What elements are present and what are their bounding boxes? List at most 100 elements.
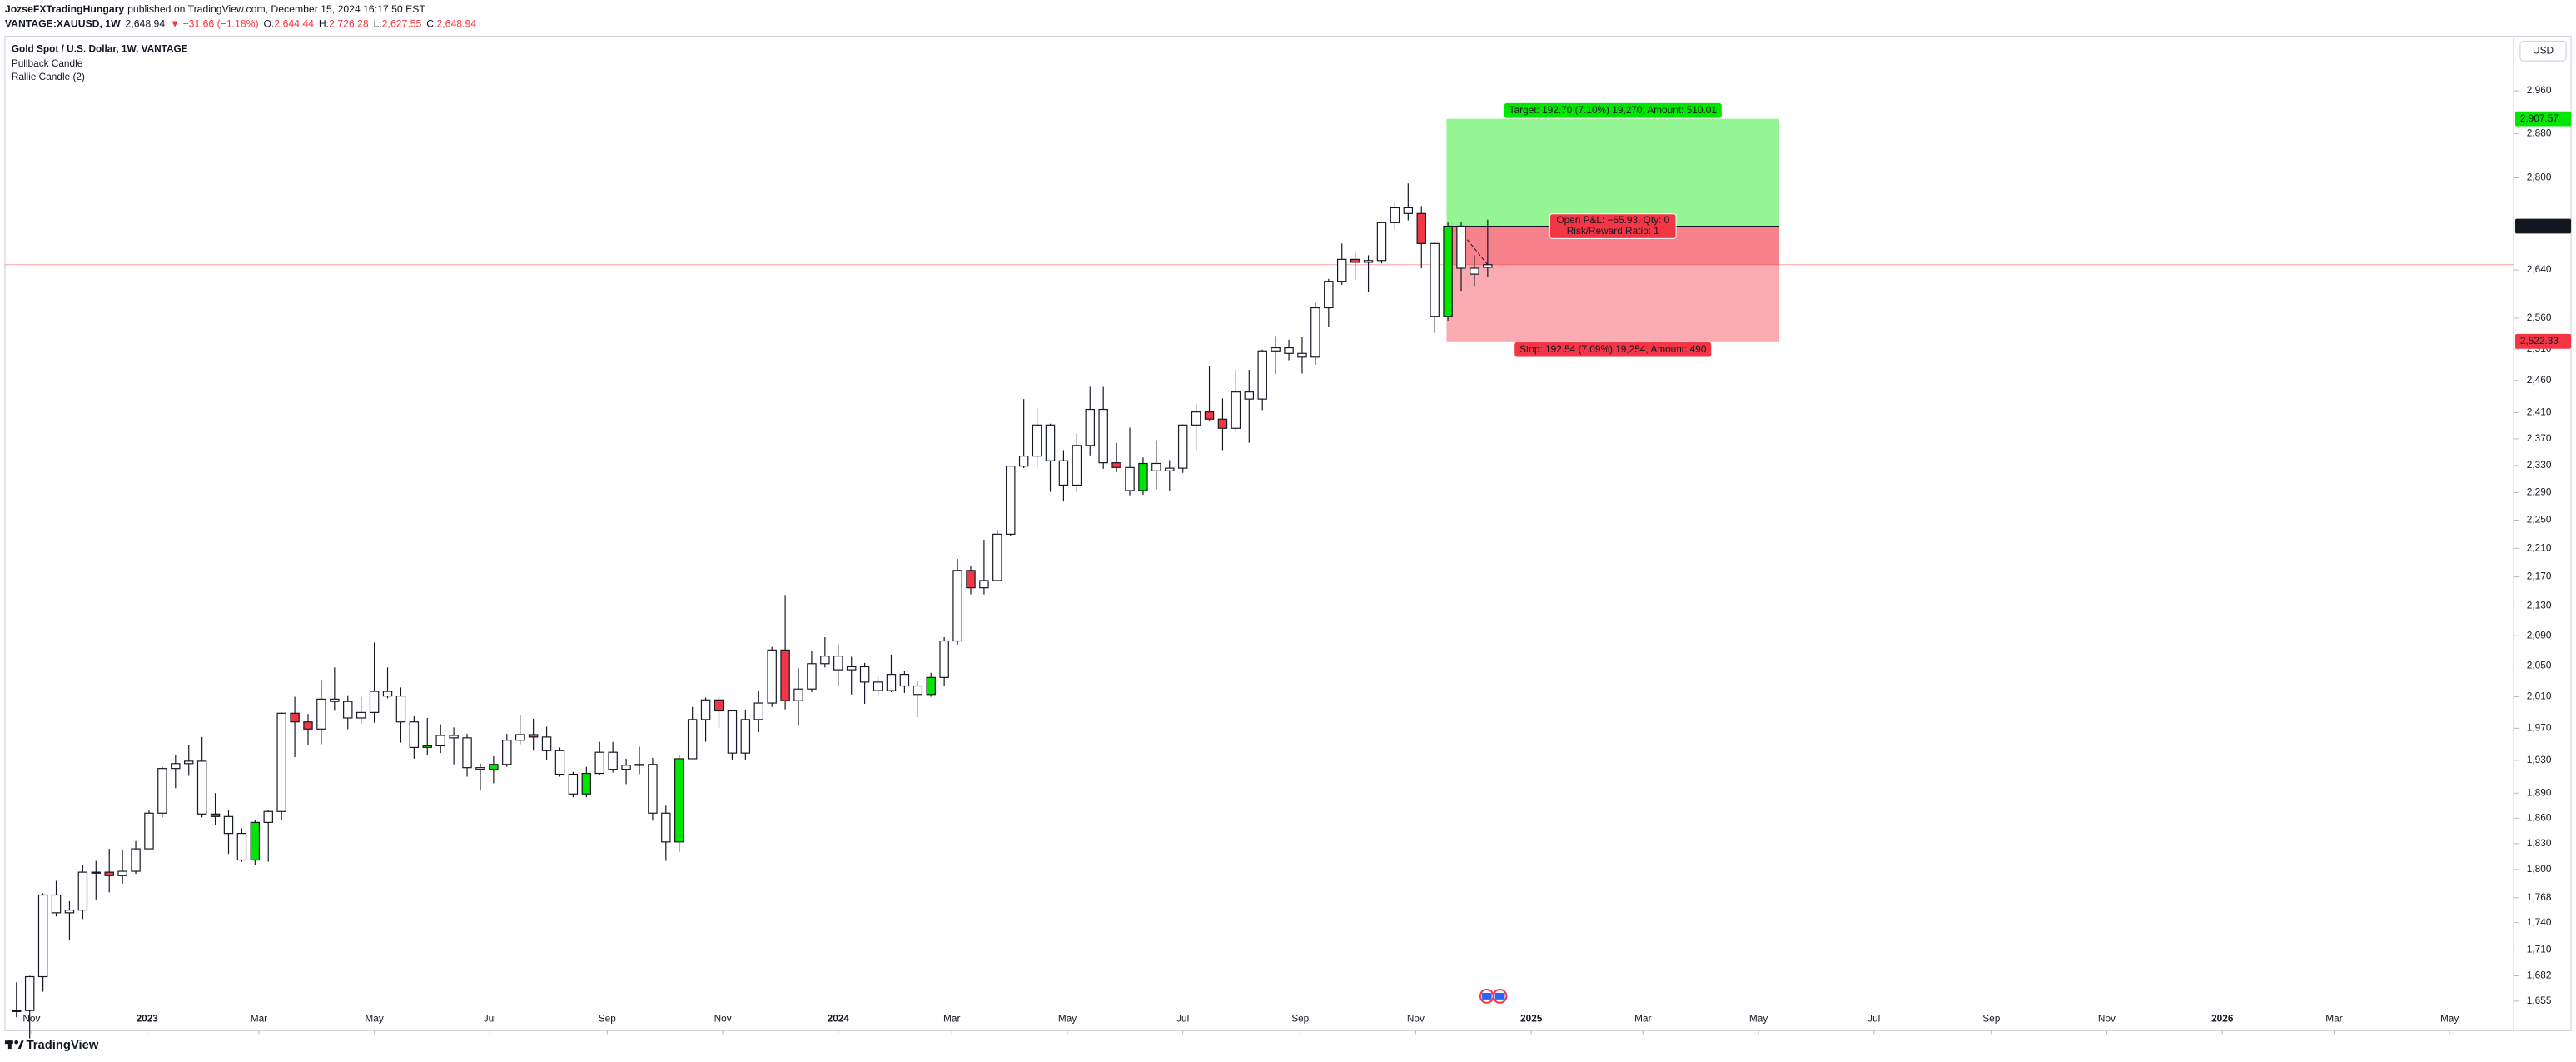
candle-body (184, 760, 194, 765)
y-tick-label: 1,830 (2527, 837, 2552, 849)
candle-body (37, 894, 48, 978)
candle-body (939, 640, 949, 678)
candle-body (727, 710, 738, 754)
candle-body (422, 745, 432, 748)
candle-body (886, 674, 897, 691)
candle-body (1191, 411, 1201, 426)
y-tick-label: 1,930 (2527, 754, 2552, 765)
flag (1481, 992, 1492, 1000)
candle-body (793, 688, 803, 701)
candle-body (236, 833, 247, 861)
x-tick-label: May (1058, 1013, 1077, 1025)
y-tick-label: 2,290 (2527, 486, 2552, 498)
candle-body (435, 735, 445, 747)
candle-body (77, 871, 88, 911)
x-tick-label: Nov (714, 1013, 732, 1025)
x-tick-label: 2024 (828, 1013, 850, 1025)
candle-body (1151, 462, 1161, 471)
candle-body (753, 702, 763, 720)
candle-body (210, 813, 221, 817)
candle-body (807, 663, 817, 690)
ohlc-value: 2,726.28 (329, 18, 369, 30)
price-badge-label: 2,907.57 (2520, 112, 2559, 124)
candle-body (462, 737, 472, 769)
candle-body (515, 734, 525, 741)
candle-body (594, 751, 604, 775)
y-tick-label: 2,640 (2527, 263, 2552, 275)
candle-body (873, 681, 883, 691)
currency-button[interactable] (2519, 40, 2567, 62)
y-tick-label: 2,050 (2527, 660, 2552, 671)
candle-body (157, 768, 167, 814)
candle-body (475, 767, 485, 770)
y-tick-label: 2,090 (2527, 629, 2552, 641)
candle-body (992, 533, 1002, 581)
y-tick-label: 1,768 (2527, 891, 2552, 903)
candle-body (899, 674, 910, 687)
candle-body (979, 580, 989, 589)
candle-body (1045, 424, 1056, 461)
y-tick-label: 1,710 (2527, 943, 2552, 955)
candle-body (661, 812, 671, 843)
candle-body (846, 666, 857, 671)
candle-body (1271, 347, 1281, 352)
footer: TradingView (4, 1039, 99, 1052)
candle-body (1072, 445, 1082, 486)
y-tick-label: 1,890 (2527, 786, 2552, 798)
ohlc-label: L: (374, 18, 382, 30)
candle-body (1297, 352, 1307, 358)
y-tick-label: 2,330 (2527, 459, 2552, 471)
candle-body (1310, 307, 1320, 358)
target-zone (1446, 118, 1780, 227)
candle-body (1217, 418, 1228, 429)
change: ▼ −31.66 (−1.18%) (170, 18, 259, 30)
candle-body (1403, 207, 1414, 214)
candle-body (1416, 212, 1426, 244)
candle-body (714, 699, 724, 712)
candle-body (926, 676, 936, 696)
x-tick-label: Mar (251, 1013, 267, 1025)
candle-body (104, 871, 114, 876)
pnl-label-bg (1549, 213, 1677, 239)
x-tick-label: Nov (22, 1013, 40, 1025)
x-tick-label: Nov (1407, 1013, 1425, 1025)
symbol-line: VANTAGE:XAUUSD, 1W 2,648.94 ▼ −31.66 (−1.1… (5, 18, 476, 30)
candle-body (780, 649, 790, 701)
x-tick-label: May (2440, 1013, 2459, 1025)
x-tick-label: May (1749, 1013, 1768, 1025)
candle-body (24, 975, 35, 1011)
ohlc-value: 2,627.55 (382, 18, 422, 30)
ohlc-value: 2,648.94 (436, 18, 476, 30)
x-tick-label: Nov (2098, 1013, 2116, 1025)
currency[interactable]: USD (2533, 44, 2554, 56)
y-tick-label: 2,170 (2527, 571, 2552, 582)
position-tool (4, 118, 2514, 342)
candle-body (1032, 424, 1042, 457)
candle-body (303, 721, 313, 730)
y-tick-label: 2,800 (2527, 172, 2552, 183)
candle-body (740, 719, 751, 754)
candle-body (250, 821, 261, 861)
y-tick-label: 1,655 (2527, 995, 2552, 1006)
target-label: Target: 192.70 (7.10%) 19,270, Amount: 5… (1509, 104, 1717, 116)
candle-body (276, 712, 286, 812)
candle-body (1324, 281, 1334, 309)
event-icons (1479, 989, 1508, 1004)
candle-body (1376, 222, 1387, 262)
candle-body (1231, 391, 1241, 429)
candle-body (409, 721, 420, 748)
candle-body (1111, 462, 1121, 468)
candle-body (1483, 264, 1493, 268)
candle-body (369, 691, 380, 713)
published: published on TradingView.com, December 1… (127, 3, 425, 15)
stop-zone (1446, 226, 1780, 342)
x-tick-label: 2025 (1520, 1013, 1543, 1025)
candle-body (1125, 466, 1135, 491)
chart-title: Gold Spot / U.S. Dollar, 1W, VANTAGE (12, 42, 188, 54)
pnl-label: Risk/Reward Ratio: 1 (1567, 225, 1659, 237)
y-tick-label: 1,682 (2527, 970, 2552, 981)
logo-mark (17, 1040, 24, 1050)
y-tick-label: 1,970 (2527, 721, 2552, 733)
candle-body (449, 735, 459, 739)
